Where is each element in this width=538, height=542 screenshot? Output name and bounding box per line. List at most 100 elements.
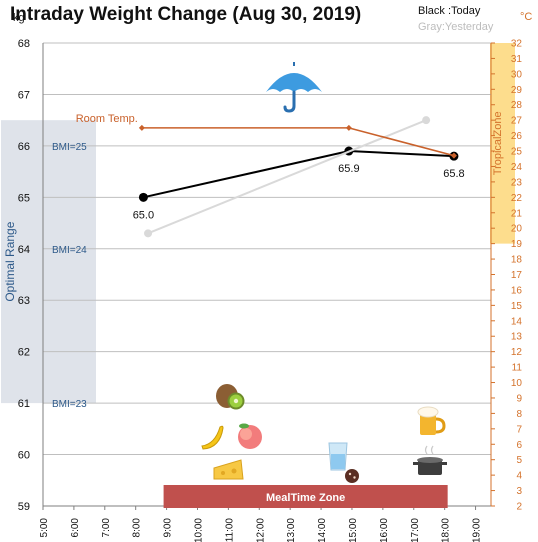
beer-handle xyxy=(435,417,446,434)
pot-handle xyxy=(413,462,418,465)
y-right-tick-label: 22 xyxy=(511,193,523,204)
pot-body xyxy=(418,460,442,475)
kiwi-icon xyxy=(216,384,245,410)
data-point xyxy=(345,124,352,131)
right-axis-unit: °C xyxy=(520,11,533,23)
y-right-tick-label: 13 xyxy=(511,332,523,343)
mealtime-zone-label: MealTime Zone xyxy=(266,492,345,504)
water-glass-icon xyxy=(328,442,348,471)
x-tick-label: 14:00 xyxy=(317,518,328,542)
x-tick-label: 5:00 xyxy=(39,518,50,538)
data-point xyxy=(422,116,431,125)
x-tick-label: 15:00 xyxy=(348,518,359,542)
chart-title: Intraday Weight Change (Aug 30, 2019) xyxy=(10,4,362,25)
x-tick-label: 6:00 xyxy=(70,518,81,538)
x-tick-label: 12:00 xyxy=(255,518,266,542)
y-left-tick-label: 66 xyxy=(18,141,30,153)
y-left-tick-label: 62 xyxy=(18,347,30,359)
x-tick-label: 13:00 xyxy=(286,518,297,542)
kiwi-slice-core xyxy=(233,398,239,404)
room-temp-label: Room Temp. xyxy=(76,113,138,125)
x-tick-label: 8:00 xyxy=(132,518,143,538)
data-point xyxy=(138,192,148,202)
x-tick-label: 17:00 xyxy=(410,518,421,542)
banana-body xyxy=(201,425,224,450)
y-right-tick-label: 4 xyxy=(516,471,522,482)
left-axis-unit: kg xyxy=(13,12,25,24)
x-tick-label: 18:00 xyxy=(441,518,452,542)
x-tick-label: 9:00 xyxy=(163,518,174,538)
banana-icon xyxy=(201,425,224,450)
y-right-tick-label: 23 xyxy=(511,177,523,188)
y-right-tick-label: 30 xyxy=(511,69,523,80)
optimal-range-band xyxy=(1,120,96,404)
cookie-dot xyxy=(348,472,352,476)
y-right-tick-label: 14 xyxy=(511,316,523,327)
data-point xyxy=(138,124,145,131)
umbrella-handle xyxy=(283,90,296,113)
umbrella-canopy xyxy=(266,73,322,92)
cheese-icon xyxy=(213,459,244,480)
y-right-tick-label: 20 xyxy=(511,224,523,235)
peach-icon xyxy=(238,423,262,449)
beer-icon xyxy=(417,406,446,435)
y-right-tick-label: 32 xyxy=(511,39,523,50)
legend-today: Black :Today xyxy=(418,5,481,17)
glass-water xyxy=(331,454,345,469)
data-label: 65.8 xyxy=(443,168,464,180)
cookie-icon xyxy=(345,469,359,483)
y-right-tick-label: 15 xyxy=(511,301,523,312)
cookie-dot xyxy=(353,476,356,479)
y-right-tick-label: 17 xyxy=(511,270,523,281)
y-right-tick-label: 5 xyxy=(516,455,522,466)
y-left-tick-label: 64 xyxy=(18,244,30,256)
y-left-tick-label: 63 xyxy=(18,295,30,307)
y-right-tick-label: 29 xyxy=(511,85,523,96)
x-tick-label: 10:00 xyxy=(193,518,204,542)
y-left-tick-label: 65 xyxy=(18,192,30,204)
legend-yesterday: Gray:Yesterday xyxy=(418,21,494,33)
y-right-tick-label: 7 xyxy=(516,424,522,435)
series-line xyxy=(147,119,427,235)
y-left-tick-label: 68 xyxy=(18,38,30,50)
x-tick-label: 19:00 xyxy=(472,518,483,542)
peach-leaf xyxy=(239,423,249,429)
pot-lid xyxy=(417,457,443,463)
data-point xyxy=(450,152,457,159)
y-right-tick-label: 9 xyxy=(516,393,522,404)
bmi-label: BMI=24 xyxy=(52,245,87,256)
y-right-tick-label: 18 xyxy=(511,255,523,266)
beer-foam xyxy=(417,406,439,418)
pot-steam xyxy=(424,445,434,455)
y-right-tick-label: 28 xyxy=(511,100,523,111)
beer-mug xyxy=(420,413,436,435)
y-right-tick-label: 16 xyxy=(511,285,523,296)
y-right-tick-label: 24 xyxy=(511,162,523,173)
tropical-zone-label: TropicalZone xyxy=(492,111,504,175)
y-right-tick-label: 21 xyxy=(511,208,523,219)
y-right-tick-label: 27 xyxy=(511,116,523,127)
y-right-tick-label: 2 xyxy=(516,502,522,513)
y-right-tick-label: 3 xyxy=(516,486,522,497)
bmi-label: BMI=23 xyxy=(52,399,87,410)
series-line xyxy=(141,127,455,157)
cooking-pot-icon xyxy=(413,445,447,475)
optimal-range-label: Optimal Range xyxy=(3,221,17,301)
y-right-tick-label: 11 xyxy=(512,363,523,374)
y-right-tick-label: 8 xyxy=(516,409,522,420)
data-label: 65.0 xyxy=(133,209,154,221)
cookie-body xyxy=(345,469,359,483)
y-right-tick-label: 26 xyxy=(511,131,523,142)
y-left-tick-label: 59 xyxy=(18,501,30,513)
peach-highlight xyxy=(240,428,252,440)
cheese-hole xyxy=(231,468,237,474)
pot-handle xyxy=(442,462,447,465)
y-right-tick-label: 10 xyxy=(511,378,523,389)
y-right-tick-label: 12 xyxy=(511,347,523,358)
cheese-wedge xyxy=(213,459,244,480)
y-right-tick-label: 25 xyxy=(511,147,523,158)
tropical-zone-band xyxy=(490,43,515,244)
cheese-hole xyxy=(221,471,225,475)
y-left-tick-label: 61 xyxy=(18,398,30,410)
